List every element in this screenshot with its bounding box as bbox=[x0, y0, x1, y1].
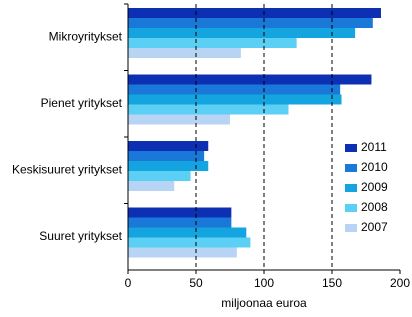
bar bbox=[128, 171, 191, 181]
x-axis-label: miljoonaa euroa bbox=[221, 296, 307, 310]
bar bbox=[128, 217, 232, 228]
bar bbox=[128, 8, 381, 18]
bar bbox=[128, 207, 232, 218]
y-tick-label: Pienet yritykset bbox=[41, 96, 123, 110]
x-tick-label: 150 bbox=[322, 276, 342, 290]
legend-swatch bbox=[345, 164, 357, 172]
bar bbox=[128, 181, 175, 191]
bar bbox=[128, 151, 205, 161]
legend-label: 2007 bbox=[361, 220, 388, 234]
legend-label: 2008 bbox=[361, 200, 388, 214]
bar bbox=[128, 104, 289, 115]
bar bbox=[128, 247, 237, 258]
bar bbox=[128, 94, 342, 105]
legend-label: 2009 bbox=[361, 180, 388, 194]
legend-swatch bbox=[345, 224, 357, 232]
y-tick-label: Mikroyritykset bbox=[49, 29, 123, 43]
bar bbox=[128, 84, 341, 95]
legend-swatch bbox=[345, 144, 357, 152]
legend-swatch bbox=[345, 184, 357, 192]
bar bbox=[128, 227, 247, 238]
bar bbox=[128, 141, 209, 151]
x-tick-label: 0 bbox=[125, 276, 132, 290]
legend-label: 2010 bbox=[361, 160, 388, 174]
bar bbox=[128, 161, 209, 171]
x-tick-label: 100 bbox=[254, 276, 274, 290]
bar bbox=[128, 18, 373, 28]
x-tick-label: 50 bbox=[189, 276, 203, 290]
bar bbox=[128, 28, 356, 38]
bar bbox=[128, 237, 251, 248]
y-tick-label: Keskisuuret yritykset bbox=[12, 162, 123, 176]
bar bbox=[128, 74, 372, 85]
x-tick-label: 200 bbox=[390, 276, 410, 290]
y-tick-label: Suuret yritykset bbox=[39, 229, 122, 243]
bar bbox=[128, 48, 241, 58]
bar bbox=[128, 114, 230, 125]
legend-label: 2011 bbox=[361, 140, 387, 154]
bar bbox=[128, 38, 297, 48]
legend-swatch bbox=[345, 204, 357, 212]
